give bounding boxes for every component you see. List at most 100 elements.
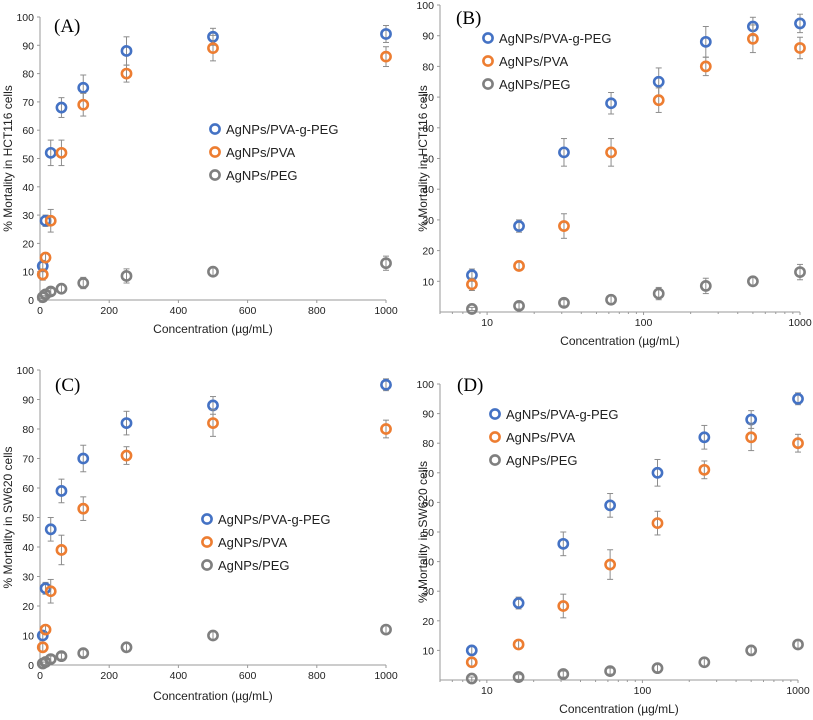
data-point <box>698 431 711 444</box>
x-tick-label: 1000 <box>374 305 398 317</box>
data-point <box>77 98 90 111</box>
data-point <box>44 523 57 536</box>
legend-label: AgNPs/PVA-g-PEG <box>499 31 611 46</box>
data-point <box>512 671 525 683</box>
data-point <box>39 623 52 636</box>
data-point <box>44 653 57 665</box>
panel-label: (D) <box>457 375 483 396</box>
x-tick-label: 100 <box>634 685 652 697</box>
legend-marker <box>489 454 501 466</box>
data-point <box>651 466 664 479</box>
legend-marker <box>482 78 494 90</box>
y-axis-title: % Mortality in SW620 cells <box>1 446 15 588</box>
data-point <box>652 75 665 88</box>
data-point <box>557 668 570 680</box>
data-point <box>55 650 68 663</box>
y-tick-label: 40 <box>422 557 434 569</box>
y-tick-label: 30 <box>422 215 434 227</box>
chart-panel-4: 10 20 30 40 50 60 70 80 90 100 10 100 1000 Concentrat… <box>416 375 810 716</box>
data-point <box>207 265 219 278</box>
data-point <box>120 67 133 80</box>
data-point <box>120 641 133 654</box>
data-point <box>465 644 478 657</box>
data-point <box>512 597 525 609</box>
data-point <box>557 600 570 612</box>
legend-label: AgNPs/PEG <box>499 77 571 92</box>
x-axis-title: Concentration (µg/mL) <box>153 689 273 703</box>
series-agnps-peg <box>465 638 804 685</box>
x-axis-title: Concentration (µg/mL) <box>153 322 273 336</box>
data-point <box>120 270 133 282</box>
data-point <box>747 32 759 45</box>
data-point <box>39 251 52 264</box>
y-tick-label: 50 <box>22 154 34 166</box>
data-point <box>513 299 525 312</box>
data-point <box>77 81 90 94</box>
data-point <box>55 544 68 556</box>
data-point <box>558 296 570 309</box>
panel-label: (C) <box>55 375 80 396</box>
legend-label: AgNPs/PEG <box>218 558 290 573</box>
y-tick-label: 10 <box>422 645 434 657</box>
legend-label: AgNPs/PVA-g-PEG <box>506 407 618 422</box>
data-point <box>465 656 478 669</box>
data-point <box>55 485 68 497</box>
panel-label: (A) <box>54 16 80 37</box>
x-tick-label: 400 <box>170 670 188 682</box>
data-point <box>745 644 758 657</box>
y-tick-label: 70 <box>422 468 434 480</box>
y-tick-label: 100 <box>16 12 34 24</box>
series-agnps-pva <box>466 24 806 292</box>
legend-marker <box>489 408 501 420</box>
series-agnps-pva <box>465 423 804 669</box>
data-point <box>466 303 478 315</box>
data-point <box>55 146 68 159</box>
data-point <box>792 638 804 651</box>
data-point <box>651 662 664 675</box>
y-tick-label: 50 <box>422 527 434 539</box>
x-tick-label: 600 <box>239 670 257 682</box>
legend-label: AgNPs/PVA <box>226 145 295 160</box>
legend: AgNPs/PVA-g-PEG AgNPs/PVA AgNPs/PEG <box>209 122 338 183</box>
y-tick-label: 30 <box>22 572 34 584</box>
y-tick-label: 60 <box>422 497 434 509</box>
legend-label: AgNPs/PVA <box>499 54 568 69</box>
data-point <box>747 275 759 288</box>
data-point <box>36 629 49 642</box>
y-tick-label: 0 <box>28 295 34 307</box>
data-point <box>652 287 665 300</box>
legend: AgNPs/PVA-g-PEG AgNPs/PVA AgNPs/PEG <box>482 31 611 92</box>
legend-marker <box>489 431 501 443</box>
data-point <box>44 285 57 298</box>
legend-marker <box>209 123 221 135</box>
data-point <box>794 17 806 30</box>
data-point <box>604 665 617 678</box>
data-point <box>44 146 57 159</box>
y-tick-label: 40 <box>22 542 34 554</box>
y-tick-label: 90 <box>22 40 34 52</box>
legend-marker <box>201 559 213 571</box>
legend-label: AgNPs/PEG <box>226 168 298 183</box>
x-axis-title: Concentration (µg/mL) <box>560 334 680 348</box>
data-point <box>605 293 617 306</box>
series-agnps-pva <box>36 34 392 281</box>
y-tick-label: 30 <box>22 210 34 222</box>
x-tick-label: 1000 <box>788 317 812 329</box>
data-point <box>120 417 133 429</box>
data-point <box>77 452 90 465</box>
data-point <box>794 266 806 278</box>
data-point <box>794 42 806 54</box>
data-point <box>792 437 804 450</box>
y-tick-label: 70 <box>422 92 434 104</box>
legend-marker <box>209 146 221 158</box>
series-agnps-peg <box>36 255 392 304</box>
data-point <box>605 97 617 110</box>
data-point <box>466 278 478 291</box>
x-tick-label: 200 <box>100 670 118 682</box>
y-tick-label: 80 <box>22 69 34 81</box>
y-tick-label: 80 <box>422 438 434 450</box>
legend-marker <box>201 513 213 525</box>
y-tick-label: 20 <box>22 238 34 250</box>
